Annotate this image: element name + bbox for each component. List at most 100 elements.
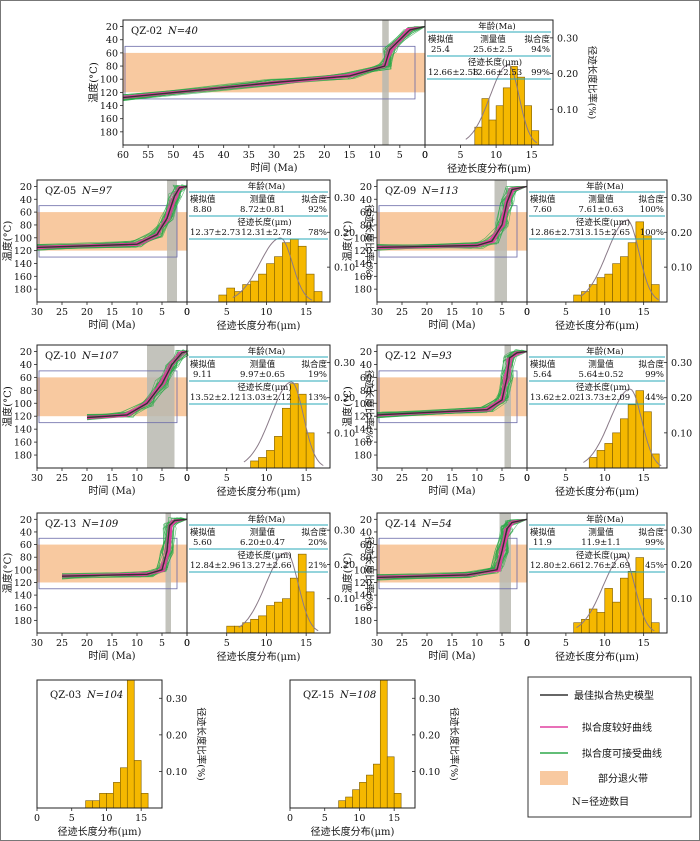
temp-tick-label: 80 xyxy=(20,553,32,564)
ratio-axis-label: 径迹长度比率(%) xyxy=(363,204,375,277)
temp-tick-label: 40 xyxy=(20,527,32,538)
temp-tick-label: 120 xyxy=(14,246,32,257)
temp-tick-label: 20 xyxy=(360,182,372,193)
length-histogram-bar xyxy=(604,588,613,634)
temp-tick-label: 160 xyxy=(14,603,32,614)
temp-tick-label: 40 xyxy=(20,360,32,371)
time-tick-label: 25 xyxy=(56,473,68,484)
temp-tick-label: 80 xyxy=(20,220,32,231)
length-fit: 21% xyxy=(308,561,327,571)
length-axis-label: 径迹长度分布(μm) xyxy=(555,650,639,663)
length-histogram-bar xyxy=(612,432,621,469)
time-tick-label: 5 xyxy=(499,473,505,484)
time-tick-label: 30 xyxy=(31,307,43,318)
length-tick-label: 10 xyxy=(599,473,611,484)
ratio-axis-label: 径迹长度比率(%) xyxy=(448,707,460,780)
temp-tick-label: 120 xyxy=(354,246,372,257)
time-tick-label: 25 xyxy=(396,307,408,318)
time-tick-label: 20 xyxy=(318,150,330,161)
length-histogram-bar xyxy=(373,763,381,809)
temp-tick-label: 80 xyxy=(20,386,32,397)
length-tick-label: 15 xyxy=(300,638,312,649)
length-histogram-bar xyxy=(612,263,621,303)
time-axis-label: 时间 (Ma) xyxy=(88,484,135,497)
length-histogram-bar xyxy=(643,411,652,469)
length-histogram-bar xyxy=(226,625,235,634)
length-header: 径迹长度(μm) xyxy=(576,382,630,393)
temp-axis-label: 温度(°C) xyxy=(87,62,100,103)
constraint-box xyxy=(124,45,416,100)
length-histogram-bar xyxy=(620,577,629,634)
ratio-tick-label: 0.10 xyxy=(334,263,355,274)
time-tick-label: 0 xyxy=(184,473,190,484)
temp-tick-label: 20 xyxy=(106,22,118,33)
time-tick-label: 55 xyxy=(142,150,154,161)
length-histogram-bar xyxy=(258,457,267,469)
time-tick-label: 0 xyxy=(524,473,530,484)
col-measured: 测量值 xyxy=(250,527,276,538)
length-histogram-bar xyxy=(266,605,275,634)
length-fit-curve xyxy=(243,381,324,466)
temp-tick-label: 180 xyxy=(14,616,32,627)
acceptable-fit-path xyxy=(36,184,188,251)
time-tick-label: 5 xyxy=(159,307,165,318)
col-measured: 测量值 xyxy=(250,194,276,205)
panel-qz-03: QZ-03 N=104 0.10 0.20 0.30 径迹长度比率(%) 0 5 10 15径迹长… xyxy=(34,679,207,838)
temp-tick-label: 160 xyxy=(354,603,372,614)
length-histogram-bar xyxy=(474,126,483,146)
age-fit: 92% xyxy=(308,205,327,215)
ratio-tick-label: 0.20 xyxy=(557,69,578,80)
length-fit-curve xyxy=(465,64,538,144)
length-tick-label: 0 xyxy=(184,307,190,318)
age-fit: 19% xyxy=(308,370,327,380)
time-tick-label: 30 xyxy=(31,638,43,649)
length-histogram-bar xyxy=(524,105,532,146)
time-tick-label: 30 xyxy=(371,638,383,649)
sample-count: N=109 xyxy=(81,519,119,530)
time-tick-label: 15 xyxy=(446,307,458,318)
length-histogram-bar xyxy=(581,618,590,634)
length-tick-label: 10 xyxy=(260,638,272,649)
temp-tick-label: 180 xyxy=(354,451,372,462)
histogram-frame xyxy=(526,344,668,469)
time-tick-label: 15 xyxy=(343,150,355,161)
ratio-axis-label: 径迹长度比率(%) xyxy=(363,536,375,609)
length-simulated: 12.66±2.58 xyxy=(428,68,478,78)
length-measured: 12.31±2.78 xyxy=(241,228,291,238)
temp-tick-label: 140 xyxy=(354,425,372,436)
length-histogram-bar xyxy=(573,294,582,303)
ratio-tick-label: 0.10 xyxy=(557,105,578,116)
length-histogram-bar xyxy=(266,263,275,303)
temp-tick-label: 100 xyxy=(14,233,32,244)
ratio-tick-label: 0.20 xyxy=(334,560,355,571)
time-tick-label: 20 xyxy=(421,638,433,649)
time-tick-label: 5 xyxy=(159,473,165,484)
temp-tick-label: 40 xyxy=(360,360,372,371)
ratio-tick-label: 0.30 xyxy=(671,193,692,204)
length-tick-label: 15 xyxy=(388,813,400,824)
length-fit: 99% xyxy=(531,68,550,78)
temp-tick-label: 20 xyxy=(360,515,372,526)
time-tick-label: 25 xyxy=(56,638,68,649)
col-fit: 拟合度 xyxy=(638,359,664,370)
sample-name: QZ-02 xyxy=(131,26,162,37)
ratio-tick-label: 0.10 xyxy=(671,594,692,605)
length-tick-label: 15 xyxy=(638,638,650,649)
best-fit-path xyxy=(36,185,188,249)
constraint-box xyxy=(378,537,518,590)
temp-tick-label: 60 xyxy=(20,373,32,384)
length-fit: 78% xyxy=(308,228,327,238)
time-tick-label: 20 xyxy=(81,307,93,318)
time-tick-label: 10 xyxy=(131,473,143,484)
length-tick-label: 5 xyxy=(563,307,569,318)
temp-tick-label: 100 xyxy=(100,75,118,86)
temp-tick-label: 40 xyxy=(360,195,372,206)
sample-name: QZ-05 xyxy=(45,186,76,197)
acceptable-fit-path xyxy=(376,519,528,578)
legend-acceptable-label: 拟合度可接受曲线 xyxy=(582,747,662,760)
ratio-tick-label: 0.10 xyxy=(334,594,355,605)
length-histogram-bar xyxy=(282,407,291,469)
temp-tick-label: 140 xyxy=(14,425,32,436)
sample-count: N=54 xyxy=(421,519,452,530)
